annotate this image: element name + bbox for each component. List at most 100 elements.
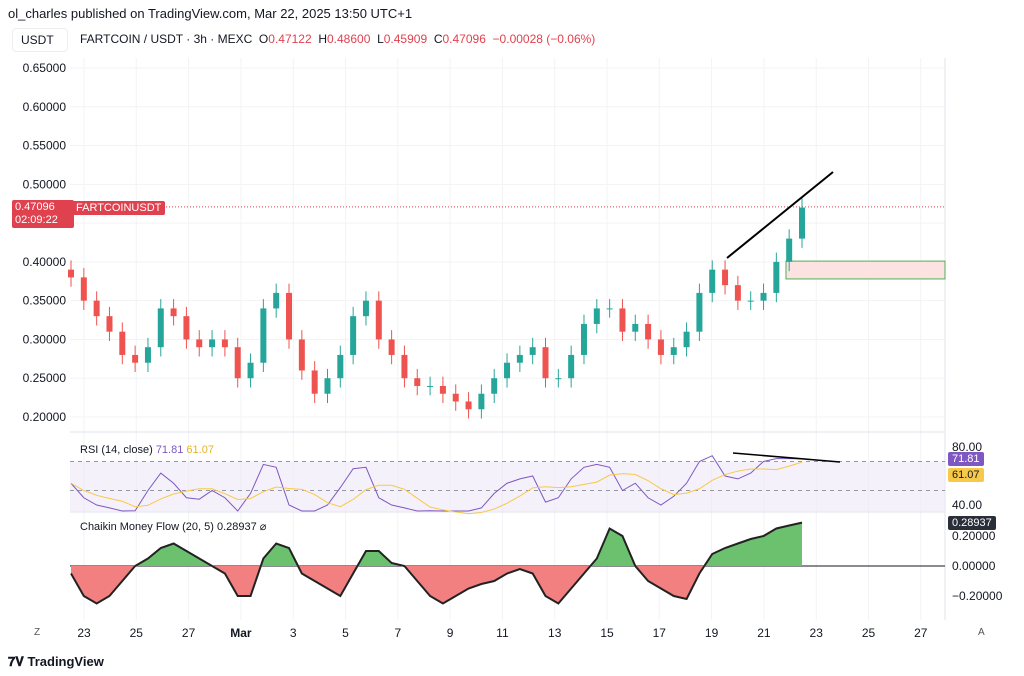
cmf-title[interactable]: Chaikin Money Flow (20, 5) [80, 521, 214, 533]
candle-body [234, 347, 241, 379]
candle-body [260, 308, 267, 363]
rsi-axis-tag: 71.81 [948, 452, 984, 466]
x-tick-label: 5 [342, 626, 349, 640]
candle-body [593, 308, 600, 324]
trendline-rsi [732, 452, 841, 463]
candle-body [209, 339, 216, 348]
logo-icon: 𝟕𝐕 [8, 654, 24, 669]
x-tick-label: 23 [810, 626, 824, 640]
cmf-y-tick: −0.20000 [952, 589, 1003, 603]
publisher-line: ol_charles published on TradingView.com,… [8, 6, 413, 21]
candle-body [799, 207, 805, 239]
candle-body [568, 354, 575, 379]
rsi-ma-value: 61.07 [186, 444, 214, 456]
auto-scale-button[interactable]: A [978, 627, 985, 638]
zoom-button[interactable]: Z [34, 627, 41, 638]
candle-body [106, 316, 113, 332]
candle-body [516, 354, 523, 363]
candle-body [632, 323, 639, 332]
candle-body [504, 362, 511, 379]
rsi-y-tick: 40.00 [952, 498, 982, 512]
symbol-name[interactable]: FARTCOIN / USDT · 3h · MEXC [80, 32, 253, 46]
candle-body [452, 393, 459, 402]
open-value: 0.47122 [268, 32, 312, 46]
rsi-value: 71.81 [155, 444, 184, 456]
x-tick-label: 11 [496, 626, 509, 640]
candle-body [157, 308, 164, 348]
rsi-ma-line [70, 461, 803, 515]
candle-body [580, 323, 587, 355]
candle-body [696, 292, 703, 332]
low-value: 0.45909 [383, 32, 428, 46]
rsi-ma-axis-tag: 61.07 [948, 468, 984, 482]
x-tick-label: 7 [394, 626, 401, 640]
open-label: O [258, 32, 269, 46]
y-tick-label: 0.20000 [23, 410, 67, 424]
candle-body [68, 269, 74, 278]
rsi-y-tick: 80.00 [952, 440, 982, 454]
cmf-y-tick: 0.00000 [952, 559, 996, 573]
candle-body [555, 378, 562, 380]
y-tick-label: 0.30000 [23, 332, 67, 346]
candle-body [80, 277, 87, 301]
y-tick-label: 0.50000 [23, 177, 67, 191]
candle-body [683, 331, 690, 348]
candle-body [375, 300, 382, 340]
countdown: 02:09:22 [15, 214, 58, 226]
candle-body [606, 308, 613, 310]
candle-body [670, 347, 677, 355]
currency-button[interactable]: USDT [12, 28, 68, 52]
x-tick-label: 17 [653, 626, 667, 640]
cmf-line [70, 521, 803, 605]
candle-body [196, 339, 203, 348]
candle-body [427, 385, 434, 387]
candle-body [286, 292, 293, 340]
candle-body [324, 378, 331, 394]
x-tick-label: Mar [230, 626, 252, 640]
y-tick-label: 0.60000 [23, 100, 67, 114]
candle-body [183, 316, 190, 340]
tradingview-logo: 𝟕𝐕 TradingView [8, 654, 104, 670]
y-tick-label: 0.65000 [23, 61, 67, 75]
symbol-legend: FARTCOIN / USDT · 3h · MEXC O0.47122 H 0.… [80, 32, 595, 46]
low-label: L [377, 32, 384, 46]
candle-body [401, 354, 408, 379]
candle-body [773, 261, 780, 293]
candle-body [93, 300, 100, 317]
cmf-value-legend: 0.28937 [216, 521, 257, 533]
rsi-line [70, 455, 803, 512]
close-label: C [433, 32, 443, 46]
rsi-band [70, 461, 945, 512]
candle-body [247, 362, 254, 379]
trendline-price [726, 171, 834, 259]
candle-body [465, 401, 472, 410]
x-tick-label: 3 [290, 626, 297, 640]
candle-body [132, 354, 139, 363]
cmf-legend: Chaikin Money Flow (20, 5) 0.28937 ⌀ [80, 520, 266, 533]
cmf-negative-area [71, 566, 802, 604]
x-tick-label: 25 [862, 626, 876, 640]
candle-body [362, 300, 369, 317]
hide-icon[interactable]: ⌀ [259, 521, 267, 533]
candle-body [491, 378, 498, 394]
candle-body [709, 269, 716, 293]
y-tick-label: 0.55000 [23, 139, 67, 153]
candle-body [657, 339, 664, 355]
rsi-legend: RSI (14, close) 71.81 61.07 [80, 444, 214, 456]
candle-body [478, 393, 485, 410]
high-label: H [318, 32, 327, 46]
x-tick-label: 15 [600, 626, 614, 640]
y-tick-label: 0.25000 [23, 371, 67, 385]
x-tick-label: 27 [914, 626, 928, 640]
candle-body [144, 347, 151, 363]
x-tick-label: 25 [130, 626, 144, 640]
candle-body [311, 370, 318, 394]
candle-body [734, 285, 741, 301]
change-value: −0.00028 (−0.06%) [492, 32, 596, 46]
candle-body [747, 300, 754, 302]
y-tick-label: 0.40000 [23, 255, 67, 269]
brand-name: TradingView [27, 654, 104, 669]
rsi-title[interactable]: RSI (14, close) [80, 444, 153, 456]
candle-body [273, 292, 280, 309]
